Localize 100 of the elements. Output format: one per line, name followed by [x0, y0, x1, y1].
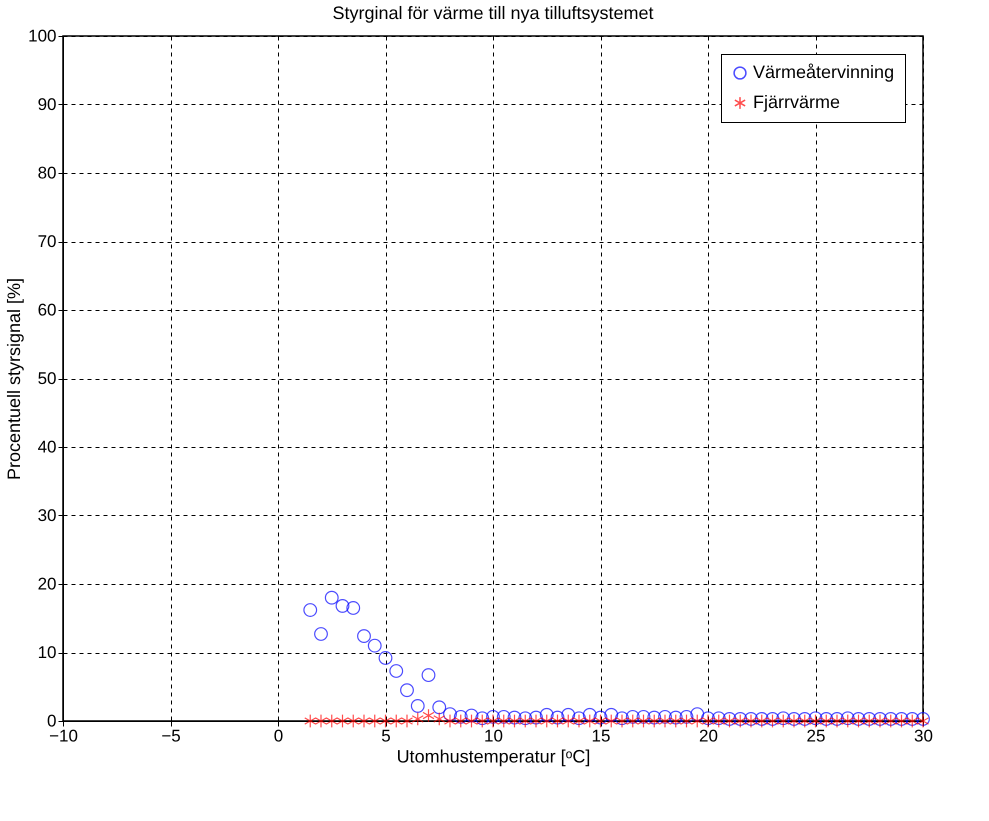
x-tick-label: 20 — [699, 726, 718, 746]
x-tick-label: 0 — [274, 726, 284, 746]
y-tick-label: 90 — [38, 95, 56, 114]
point — [690, 707, 704, 722]
point — [390, 714, 402, 728]
point — [498, 714, 510, 728]
point — [680, 710, 694, 724]
point — [422, 708, 435, 722]
point — [604, 708, 618, 722]
legend-label: Fjärrvärme — [753, 92, 840, 112]
point — [410, 699, 425, 713]
point — [615, 711, 629, 726]
point — [680, 714, 693, 728]
point — [540, 714, 553, 728]
point — [433, 712, 446, 726]
point — [326, 714, 338, 728]
point — [658, 714, 672, 728]
point — [530, 714, 542, 728]
point — [809, 714, 822, 728]
point — [540, 708, 554, 722]
point — [304, 714, 316, 728]
y-tick-label: 100 — [28, 26, 56, 46]
point — [486, 714, 500, 728]
y-tick-label: 20 — [38, 574, 56, 594]
point — [605, 714, 618, 728]
point — [658, 710, 672, 724]
point — [584, 714, 596, 728]
y-tick-label: 10 — [38, 643, 56, 662]
point — [808, 711, 822, 726]
point — [777, 714, 790, 728]
point — [465, 714, 478, 728]
y-tick-label: 40 — [38, 438, 56, 456]
x-tick-label: −5 — [161, 726, 181, 746]
point — [444, 714, 456, 728]
point — [368, 714, 381, 728]
point — [454, 714, 467, 728]
x-tick-label: 30 — [914, 726, 933, 746]
point — [842, 714, 854, 728]
point — [702, 714, 714, 728]
point — [840, 711, 855, 726]
point — [357, 629, 371, 643]
point — [486, 710, 500, 724]
point — [508, 714, 521, 728]
y-tick-label: 50 — [38, 369, 56, 388]
point — [668, 710, 683, 724]
point — [346, 601, 360, 615]
point — [572, 714, 586, 728]
y-axis-title: Procentuell styrsignal [%] — [4, 278, 24, 480]
point — [529, 710, 543, 724]
point — [647, 710, 662, 724]
point — [670, 714, 682, 728]
x-tick-label: 15 — [592, 726, 610, 746]
point — [314, 714, 328, 728]
y-tick-label: 30 — [38, 506, 56, 525]
x-axis-title: Utomhustemperatur [ᵒC] — [396, 746, 590, 766]
y-tick-label: 70 — [38, 232, 56, 251]
x-tick-label: 5 — [381, 726, 391, 746]
point — [551, 714, 564, 728]
x-tick-label: 25 — [806, 726, 826, 746]
point — [379, 714, 392, 728]
point — [475, 711, 490, 726]
point — [582, 708, 597, 722]
point — [712, 711, 726, 726]
point — [347, 714, 360, 728]
point — [464, 708, 478, 722]
point — [314, 627, 328, 641]
point — [637, 714, 650, 728]
point — [712, 714, 725, 728]
point — [594, 710, 608, 724]
point — [616, 714, 628, 728]
point — [594, 714, 607, 728]
point — [648, 714, 660, 728]
point — [336, 714, 349, 728]
point — [378, 651, 392, 665]
point — [561, 708, 576, 722]
point — [389, 664, 404, 678]
point — [572, 711, 586, 726]
chart-title: Styrginal för värme till nya tilluftsystemet — [332, 3, 654, 23]
point — [454, 710, 468, 724]
point — [518, 711, 532, 726]
y-tick-label: 60 — [38, 300, 56, 320]
point — [400, 714, 414, 728]
point — [562, 714, 574, 728]
point — [550, 710, 564, 724]
point — [432, 700, 446, 714]
point — [412, 712, 424, 726]
point — [400, 683, 414, 698]
y-tick-label: 80 — [38, 164, 56, 182]
point — [776, 711, 790, 726]
point — [422, 668, 436, 682]
point — [626, 710, 640, 724]
point — [476, 714, 488, 728]
point — [701, 711, 715, 726]
point — [519, 714, 532, 728]
point — [368, 638, 382, 653]
point — [626, 714, 639, 728]
point — [443, 707, 457, 722]
point — [303, 603, 318, 617]
point — [358, 714, 370, 728]
point — [336, 599, 350, 613]
